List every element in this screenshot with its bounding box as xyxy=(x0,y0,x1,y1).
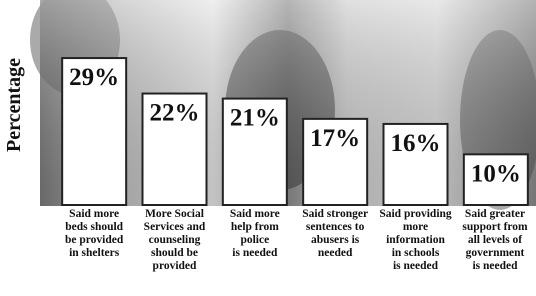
y-axis-label: Percentage xyxy=(3,58,25,152)
value-label: 10% xyxy=(471,160,521,187)
value-label: 22% xyxy=(150,100,200,127)
x-tick-label: Said more beds should be provided in she… xyxy=(53,208,135,260)
x-tick-label: Said providing more information in schoo… xyxy=(375,208,457,273)
value-label: 21% xyxy=(230,105,280,132)
x-tick-label: More Social Services and counseling shou… xyxy=(134,208,216,273)
x-tick-label: Said stronger sentences to abusers is ne… xyxy=(294,208,376,260)
value-label: 16% xyxy=(391,130,441,157)
value-label: 29% xyxy=(69,64,119,91)
x-tick-label: Said more help from police is needed xyxy=(214,208,296,260)
value-label: 17% xyxy=(310,125,360,152)
x-tick-label: Said greater support from all levels of … xyxy=(454,208,536,273)
chart-page: Percentage 29% 22% 21% 17% 16% 10% Said more … xyxy=(0,0,536,296)
